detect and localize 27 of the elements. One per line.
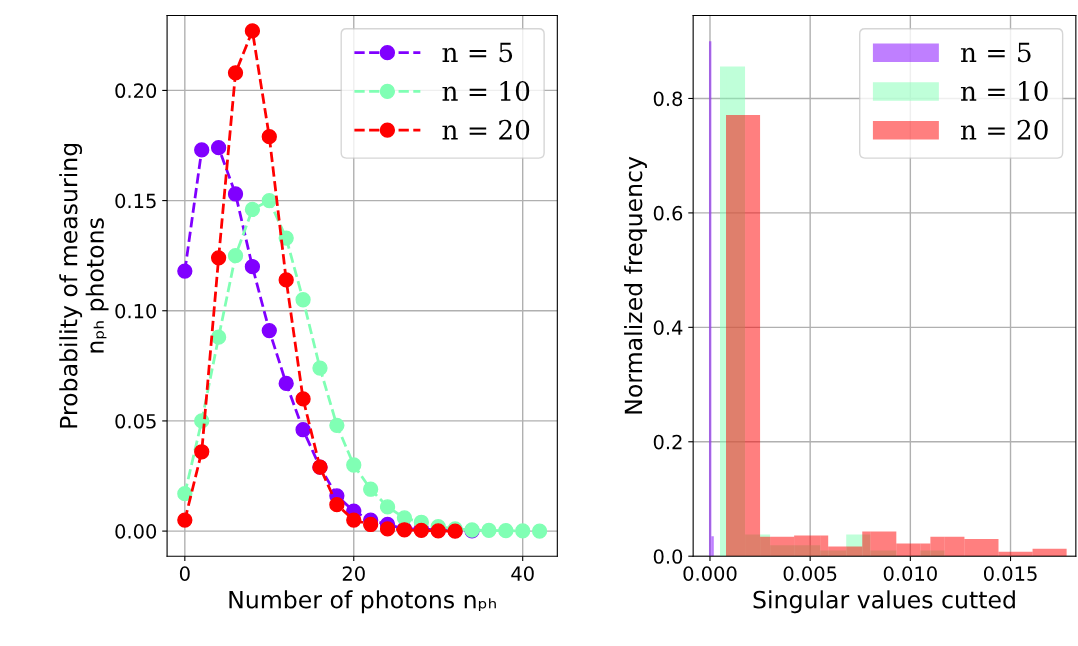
x-tick-label: 20 [342, 566, 365, 581]
y-tick-label: 0.0 [653, 549, 683, 564]
y-axis-title: Normalized frequency [624, 156, 647, 414]
x-tick-label: 0.010 [883, 566, 937, 581]
y-tick-label: 0.00 [115, 524, 157, 539]
x-tick-label: 0.000 [683, 566, 737, 581]
x-axis-title: Number of photons nₚₕ [229, 590, 496, 614]
x-tick-label: 40 [511, 566, 534, 581]
y-tick-label: 0.15 [115, 193, 156, 209]
y-tick-label: 0.8 [653, 91, 683, 107]
y-tick-label: 0.6 [653, 205, 683, 221]
y-tick-label: 0.05 [115, 413, 156, 429]
legend-label: n = 5 [960, 42, 1031, 63]
x-axis-title: Singular values cutted [753, 590, 1015, 614]
x-tick-label: 0.015 [983, 566, 1037, 581]
y-tick-label: 0.20 [115, 83, 157, 99]
y-tick-label: 0.10 [115, 303, 157, 319]
y-tick-label: 0.2 [653, 434, 682, 450]
legend-label: n = 10 [960, 81, 1048, 102]
legend-label: n = 20 [442, 119, 530, 140]
legend-label: n = 5 [442, 42, 513, 63]
y-tick-label: 0.4 [653, 320, 683, 335]
y-axis-title: Probability of measuring nₚₕ photons [59, 143, 109, 428]
legend-label: n = 10 [442, 81, 530, 102]
legend-label: n = 20 [960, 119, 1048, 140]
x-tick-label: 0 [179, 566, 190, 581]
x-tick-label: 0.005 [783, 566, 837, 581]
